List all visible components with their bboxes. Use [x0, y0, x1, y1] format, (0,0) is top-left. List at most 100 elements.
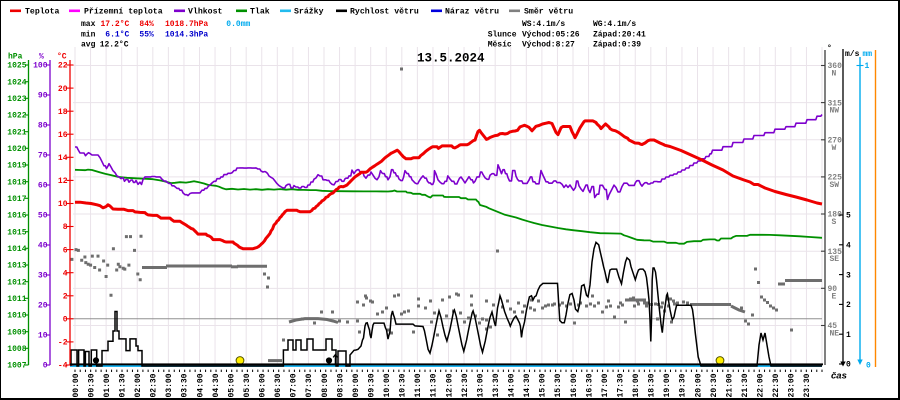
svg-text:čas: čas: [831, 371, 847, 382]
svg-text:40: 40: [38, 242, 48, 251]
svg-text:22:00: 22:00: [757, 373, 766, 397]
svg-text:50: 50: [38, 212, 48, 221]
svg-text:Měsíc: Měsíc: [488, 41, 512, 50]
svg-text:55%: 55%: [139, 31, 154, 40]
svg-text:1018.7hPa: 1018.7hPa: [165, 20, 208, 29]
svg-text:S: S: [832, 218, 837, 227]
svg-text:N: N: [832, 70, 837, 79]
svg-text:Slunce: Slunce: [488, 31, 517, 40]
svg-text:15:30: 15:30: [554, 373, 563, 397]
svg-text:6: 6: [63, 246, 68, 255]
svg-text:10: 10: [38, 332, 48, 341]
svg-text:4: 4: [846, 242, 851, 251]
svg-text:-2: -2: [58, 339, 68, 348]
svg-text:18:30: 18:30: [648, 373, 657, 397]
svg-text:Přízemní teplota: Přízemní teplota: [84, 7, 163, 17]
svg-text:09:30: 09:30: [367, 373, 376, 397]
svg-text:30: 30: [38, 272, 48, 281]
svg-text:00:00: 00:00: [72, 373, 81, 397]
svg-text:min: min: [81, 31, 96, 40]
svg-text:14:30: 14:30: [523, 373, 532, 397]
svg-text:20:00: 20:00: [694, 373, 703, 397]
svg-text:06:30: 06:30: [274, 373, 283, 397]
svg-text:18:00: 18:00: [632, 373, 641, 397]
svg-text:20: 20: [38, 302, 48, 311]
svg-text:0.0mm: 0.0mm: [226, 20, 250, 29]
svg-text:84%: 84%: [139, 20, 154, 29]
svg-text:1: 1: [846, 331, 851, 340]
svg-text:23:30: 23:30: [803, 373, 812, 397]
svg-text:05:00: 05:00: [227, 373, 236, 397]
svg-text:m/s: m/s: [845, 50, 860, 59]
svg-text:6.1°C: 6.1°C: [105, 31, 129, 40]
svg-text:00:30: 00:30: [87, 373, 96, 397]
svg-text:14: 14: [58, 154, 68, 163]
svg-text:1008: 1008: [7, 345, 26, 354]
svg-text:22: 22: [58, 62, 68, 71]
svg-text:360: 360: [828, 62, 843, 71]
svg-text:3: 3: [846, 271, 851, 280]
svg-text:22:30: 22:30: [772, 373, 781, 397]
svg-text:14:00: 14:00: [508, 373, 517, 397]
svg-text:0: 0: [63, 316, 68, 325]
svg-text:06:00: 06:00: [259, 373, 268, 397]
svg-text:17:30: 17:30: [616, 373, 625, 397]
svg-text:mm: mm: [863, 50, 873, 59]
svg-text:1010: 1010: [7, 312, 26, 321]
svg-text:12:30: 12:30: [461, 373, 470, 397]
svg-text:Východ:05:26: Východ:05:26: [522, 31, 580, 40]
svg-text:08:30: 08:30: [336, 373, 345, 397]
svg-text:1015: 1015: [7, 228, 26, 237]
svg-text:16:00: 16:00: [570, 373, 579, 397]
svg-text:1007: 1007: [7, 362, 26, 371]
svg-text:225: 225: [828, 174, 843, 183]
svg-text:135: 135: [828, 248, 843, 257]
svg-text:12: 12: [58, 177, 68, 186]
svg-text:02:00: 02:00: [134, 373, 143, 397]
svg-text:Západ:0:39: Západ:0:39: [593, 41, 641, 50]
svg-text:Tlak: Tlak: [250, 7, 270, 17]
svg-text:W: W: [832, 144, 837, 153]
svg-text:03:00: 03:00: [165, 373, 174, 397]
svg-text:1024: 1024: [7, 78, 26, 87]
svg-text:1009: 1009: [7, 328, 26, 337]
svg-text:WS:4.1m/s: WS:4.1m/s: [522, 20, 565, 29]
svg-text:%: %: [39, 53, 44, 62]
svg-text:2: 2: [63, 293, 68, 302]
svg-text:NE: NE: [830, 330, 840, 339]
svg-text:23:00: 23:00: [788, 373, 797, 397]
svg-text:11:30: 11:30: [430, 373, 439, 397]
svg-text:05:30: 05:30: [243, 373, 252, 397]
svg-text:70: 70: [38, 152, 48, 161]
svg-text:avg: avg: [81, 41, 96, 50]
svg-text:1025: 1025: [7, 62, 26, 71]
svg-text:04:00: 04:00: [196, 373, 205, 397]
svg-text:1: 1: [865, 62, 870, 71]
svg-text:1011: 1011: [7, 295, 26, 304]
svg-text:21:30: 21:30: [741, 373, 750, 397]
svg-text:19:30: 19:30: [679, 373, 688, 397]
svg-text:60: 60: [38, 182, 48, 191]
svg-text:11:00: 11:00: [414, 373, 423, 397]
svg-text:0: 0: [43, 362, 48, 371]
svg-text:17.2°C: 17.2°C: [101, 20, 130, 29]
svg-text:Srážky: Srážky: [294, 7, 324, 17]
svg-text:01:30: 01:30: [118, 373, 127, 397]
svg-text:Směr větru: Směr větru: [524, 7, 573, 17]
svg-text:15:00: 15:00: [539, 373, 548, 397]
svg-text:1012: 1012: [7, 278, 26, 287]
svg-text:SW: SW: [830, 181, 840, 190]
svg-text:1023: 1023: [7, 95, 26, 104]
svg-text:07:00: 07:00: [290, 373, 299, 397]
svg-text:2: 2: [846, 301, 851, 310]
svg-text:10:30: 10:30: [399, 373, 408, 397]
svg-text:20:30: 20:30: [710, 373, 719, 397]
svg-text:E: E: [832, 292, 837, 301]
svg-text:09:00: 09:00: [352, 373, 361, 397]
svg-text:5: 5: [846, 212, 851, 221]
svg-text:1017: 1017: [7, 195, 26, 204]
svg-text:17:00: 17:00: [601, 373, 610, 397]
svg-text:90: 90: [38, 92, 48, 101]
svg-text:13:00: 13:00: [476, 373, 485, 397]
svg-text:Náraz větru: Náraz větru: [445, 7, 499, 17]
